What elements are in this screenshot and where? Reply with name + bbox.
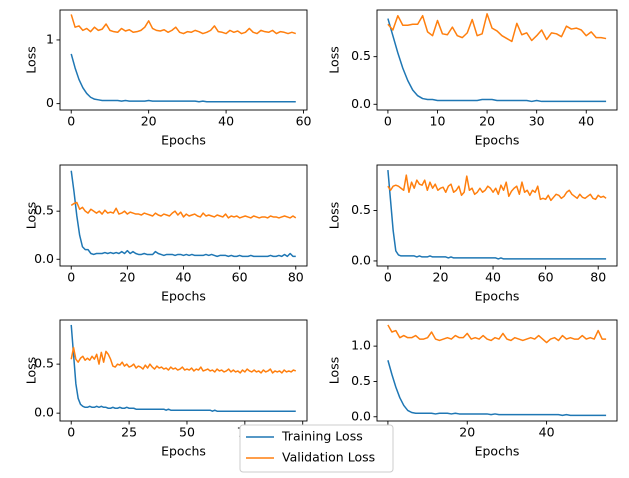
x-tick-label: 20	[459, 425, 475, 440]
subplot: 0 10 20 30 40 0.0 0.5 Epochs Loss	[327, 9, 618, 148]
axes-frame	[59, 9, 308, 111]
loss-line	[387, 360, 607, 417]
y-tick-label: 0.0	[351, 96, 371, 111]
y-axis-label: Loss	[327, 202, 342, 229]
x-tick-label: 20	[119, 270, 135, 285]
axes-frame	[59, 319, 308, 422]
loss-line	[387, 324, 607, 344]
x-tick-label: 0	[67, 114, 75, 129]
x-tick-label: 40	[176, 270, 192, 285]
y-axis-label: Loss	[24, 46, 39, 73]
x-tick-label: 80	[288, 270, 304, 285]
loss-line	[387, 169, 607, 260]
x-tick-label: 0	[384, 270, 392, 285]
x-tick-label: 40	[539, 425, 555, 440]
loss-line	[387, 18, 607, 103]
y-tick-label: 0.5	[351, 202, 371, 217]
axes-frame	[376, 164, 618, 267]
y-tick-label: 1	[46, 31, 54, 46]
y-tick-label: 0	[46, 95, 54, 110]
subplot: 0 20 40 60 0 1 Epochs Loss	[24, 9, 312, 148]
loss-line	[70, 201, 297, 219]
loss-line	[70, 53, 296, 103]
axes-frame	[376, 319, 618, 422]
y-axis-label: Loss	[24, 202, 39, 229]
loss-line	[387, 174, 607, 202]
legend-label: Training Loss	[281, 429, 363, 444]
subplot: 0 20 40 60 80 0.0 0.5 Epochs Loss	[24, 164, 308, 304]
y-tick-label: 0.0	[351, 408, 371, 423]
x-tick-label: 20	[141, 114, 157, 129]
y-tick-label: 0.0	[34, 405, 54, 420]
x-tick-label: 60	[538, 270, 554, 285]
y-tick-label: 0.0	[351, 252, 371, 267]
x-tick-label: 10	[430, 114, 446, 129]
y-axis-label: Loss	[327, 357, 342, 384]
y-tick-label: 0.5	[34, 356, 54, 371]
x-tick-label: 40	[485, 270, 501, 285]
x-tick-label: 0	[67, 270, 75, 285]
legend-label: Validation Loss	[282, 450, 375, 465]
x-tick-label: 20	[479, 114, 495, 129]
subplot: 0 20 40 60 80 0.0 0.5 Epochs Loss	[327, 164, 618, 304]
y-tick-label: 0.5	[351, 48, 371, 63]
x-axis-label: Epochs	[475, 133, 520, 148]
x-tick-label: 50	[179, 425, 195, 440]
loss-line	[70, 324, 296, 412]
x-tick-label: 60	[296, 114, 312, 129]
x-tick-label: 60	[232, 270, 248, 285]
y-tick-label: 1.0	[351, 338, 371, 353]
y-axis-label: Loss	[327, 46, 342, 73]
axes-frame	[376, 9, 618, 111]
x-tick-label: 40	[218, 114, 234, 129]
x-tick-label: 0	[67, 425, 75, 440]
loss-line	[70, 170, 296, 258]
loss-line	[70, 14, 297, 35]
x-axis-label: Epochs	[161, 289, 206, 304]
x-tick-label: 30	[529, 114, 545, 129]
legend-box	[239, 424, 394, 473]
x-tick-label: 20	[433, 270, 449, 285]
x-tick-label: 80	[590, 270, 606, 285]
x-tick-label: 0	[384, 114, 392, 129]
x-axis-label: Epochs	[161, 444, 206, 459]
x-axis-label: Epochs	[475, 444, 520, 459]
x-tick-label: 25	[121, 425, 137, 440]
x-axis-label: Epochs	[161, 133, 206, 148]
x-tick-label: 40	[578, 114, 594, 129]
x-axis-label: Epochs	[475, 289, 520, 304]
loss-line	[387, 13, 607, 43]
y-tick-label: 0.5	[34, 203, 54, 218]
y-tick-label: 0.5	[351, 373, 371, 388]
loss-line	[70, 346, 297, 374]
y-axis-label: Loss	[24, 357, 39, 384]
y-tick-label: 0.0	[34, 251, 54, 266]
legend: Training Loss Validation Loss	[239, 424, 394, 473]
